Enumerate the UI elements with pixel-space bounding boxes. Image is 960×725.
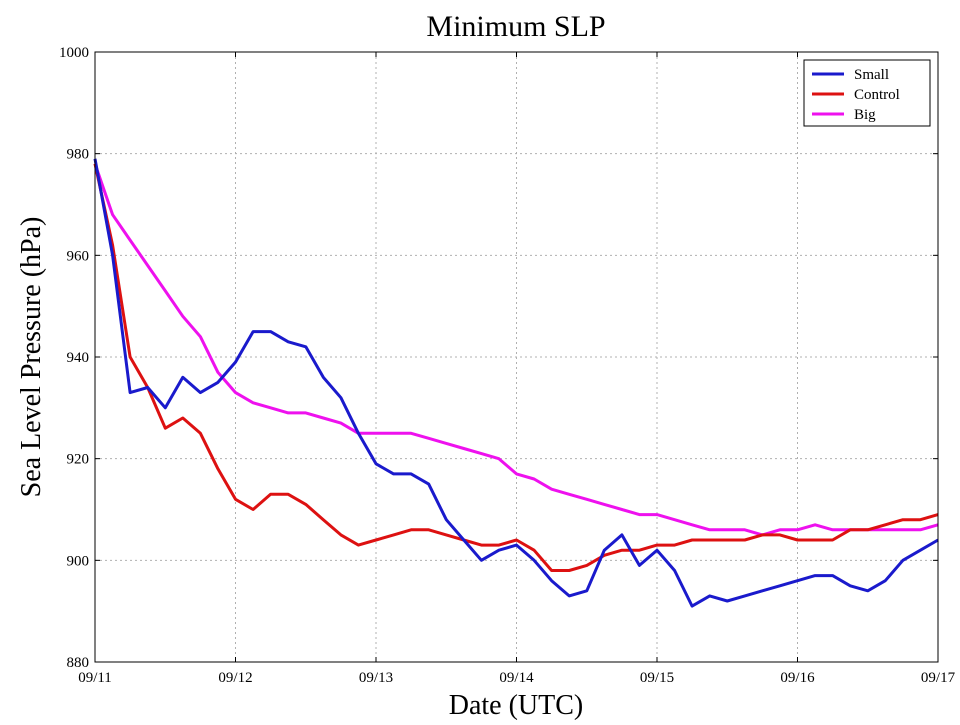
series-line-small xyxy=(93,158,939,608)
legend-label-big: Big xyxy=(854,107,876,123)
chart-title: Minimum SLP xyxy=(426,10,605,43)
tick-layer: 09/11 09/12 09/13 09/14 09/15 09/16 09/17 880 90… xyxy=(59,45,956,686)
y-axis-label: Sea Level Pressure (hPa) xyxy=(16,217,47,498)
x-axis-label: Date (UTC) xyxy=(449,690,584,720)
y-tick-label: 920 xyxy=(67,452,90,468)
x-tick-label: 09/15 xyxy=(640,670,674,686)
y-tick-label: 960 xyxy=(67,248,90,264)
x-tick-label: 09/13 xyxy=(359,670,393,686)
x-tick-label: 09/12 xyxy=(218,670,252,686)
x-tick-label: 09/11 xyxy=(78,670,112,686)
y-tick-label: 900 xyxy=(67,553,90,569)
series-layer xyxy=(93,158,939,608)
legend-label-control: Control xyxy=(854,87,900,103)
x-tick-label: 09/16 xyxy=(780,670,815,686)
y-tick-label: 1000 xyxy=(59,45,89,61)
legend: Small Control Big xyxy=(803,59,931,127)
y-tick-label: 940 xyxy=(67,350,90,366)
x-tick-label: 09/17 xyxy=(921,670,956,686)
x-tick-label: 09/14 xyxy=(499,670,534,686)
grid-layer xyxy=(95,52,938,662)
legend-label-small: Small xyxy=(854,67,889,83)
y-tick-label: 880 xyxy=(67,655,90,671)
y-tick-label: 980 xyxy=(67,147,90,163)
series-line-control xyxy=(93,163,939,572)
series-line-big xyxy=(93,163,939,537)
